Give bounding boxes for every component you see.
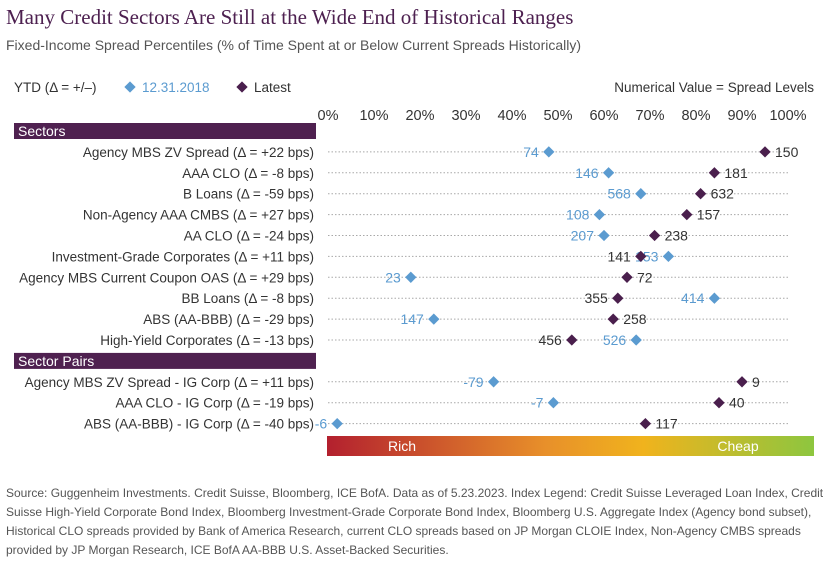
row-label: ABS (AA-BBB) - IG Corp (Δ = -40 bps): [84, 417, 314, 432]
label-2018: 74: [523, 144, 539, 160]
row-label: B Loans (Δ = -59 bps): [183, 187, 314, 202]
legend-2018-label: 12.31.2018: [142, 80, 210, 95]
row-label: Agency MBS ZV Spread - IG Corp (Δ = +11 …: [25, 375, 314, 390]
point-latest: [612, 292, 624, 304]
point-2018: [708, 292, 721, 304]
row-label: Agency MBS Current Coupon OAS (Δ = +29 b…: [19, 270, 314, 285]
chart-title: Many Credit Sectors Are Still at the Wid…: [6, 5, 574, 29]
row-label: AAA CLO (Δ = -8 bps): [182, 166, 314, 181]
x-tick-label: 50%: [543, 108, 572, 124]
source-note: Source: Guggenheim Investments. Credit S…: [6, 486, 824, 557]
label-2018: 568: [607, 186, 631, 202]
x-tick-label: 100%: [769, 108, 806, 124]
label-2018: -7: [531, 395, 544, 411]
group-header-bar: [14, 123, 316, 139]
label-latest: 72: [637, 269, 653, 285]
point-latest: [639, 417, 652, 430]
row-label: AA CLO (Δ = -24 bps): [184, 229, 314, 244]
label-latest: 456: [538, 332, 562, 348]
label-latest: 141: [607, 248, 631, 264]
legend-latest-label: Latest: [254, 80, 291, 95]
cheap-label: Cheap: [717, 438, 758, 454]
x-tick-label: 30%: [451, 108, 480, 124]
label-2018: 207: [571, 228, 595, 244]
point-2018: [331, 417, 343, 430]
point-latest: [713, 397, 725, 409]
label-latest: 40: [729, 395, 745, 411]
group-header-label: Sectors: [18, 123, 65, 139]
x-tick-label: 40%: [497, 108, 526, 124]
point-2018: [543, 146, 555, 158]
point-latest: [759, 146, 771, 158]
label-2018: 147: [400, 311, 424, 327]
point-2018: [662, 250, 675, 263]
x-tick-label: 70%: [635, 108, 664, 124]
point-latest: [681, 208, 693, 221]
group-header-label: Sector Pairs: [18, 353, 94, 369]
row-label: BB Loans (Δ = -8 bps): [182, 291, 314, 306]
x-tick-label: 80%: [681, 108, 710, 124]
label-2018: 414: [681, 290, 705, 306]
point-latest: [708, 167, 721, 179]
legend-2018: 12.31.2018: [124, 80, 210, 95]
rich-cheap-bar: [327, 436, 814, 456]
point-2018: [630, 334, 642, 346]
group-header-bar: [14, 352, 316, 369]
x-tick-label: 20%: [405, 108, 434, 124]
label-latest: 181: [724, 165, 748, 181]
row-label: Investment-Grade Corporates (Δ = +11 bps…: [52, 249, 314, 264]
label-latest: 632: [711, 186, 735, 202]
row-label: ABS (AA-BBB) (Δ = -29 bps): [143, 312, 314, 327]
label-2018: 146: [575, 165, 599, 181]
label-latest: 258: [623, 311, 647, 327]
x-tick-label: 60%: [589, 108, 618, 124]
point-2018: [635, 188, 647, 200]
point-2018: [487, 376, 500, 388]
x-tick-label: 10%: [359, 108, 388, 124]
point-latest: [736, 376, 748, 388]
row-label: Non-Agency AAA CMBS (Δ = +27 bps): [83, 208, 314, 223]
legend-latest: Latest: [236, 80, 291, 95]
x-tick-label: 90%: [727, 108, 756, 124]
label-2018: -79: [463, 374, 483, 390]
chart-subtitle: Fixed-Income Spread Percentiles (% of Ti…: [6, 37, 582, 53]
rich-label: Rich: [388, 438, 416, 454]
label-latest: 355: [584, 290, 608, 306]
legend-ytd-label: YTD (Δ = +/–): [14, 80, 97, 95]
point-latest: [635, 250, 647, 263]
label-latest: 150: [775, 144, 799, 160]
row-label: AAA CLO - IG Corp (Δ = -19 bps): [116, 396, 314, 411]
label-2018: 23: [385, 269, 401, 285]
label-latest: 117: [655, 416, 678, 432]
point-2018: [602, 167, 615, 179]
label-latest: 157: [697, 207, 721, 223]
point-latest: [648, 229, 661, 242]
chart-svg: 0% 10% 20% 30% 40% 50% 60% 70% 80% 90% 100% Sectors…: [14, 108, 814, 456]
label-2018: -6: [315, 416, 328, 432]
point-latest: [607, 313, 619, 325]
point-latest: [621, 271, 633, 283]
row-label: Agency MBS ZV Spread (Δ = +22 bps): [83, 145, 314, 160]
point-2018: [428, 313, 440, 325]
point-2018: [405, 271, 417, 283]
point-2018: [598, 229, 610, 242]
legend-note: Numerical Value = Spread Levels: [614, 80, 814, 95]
point-latest: [694, 188, 707, 200]
label-latest: 9: [752, 374, 760, 390]
row-label: High-Yield Corporates (Δ = -13 bps): [100, 333, 314, 348]
point-latest: [566, 334, 578, 346]
x-tick-label: 0%: [318, 108, 339, 124]
label-latest: 238: [665, 228, 689, 244]
label-2018: 526: [603, 332, 627, 348]
point-2018: [593, 208, 606, 221]
label-2018: 108: [566, 207, 590, 223]
point-2018: [547, 397, 560, 409]
